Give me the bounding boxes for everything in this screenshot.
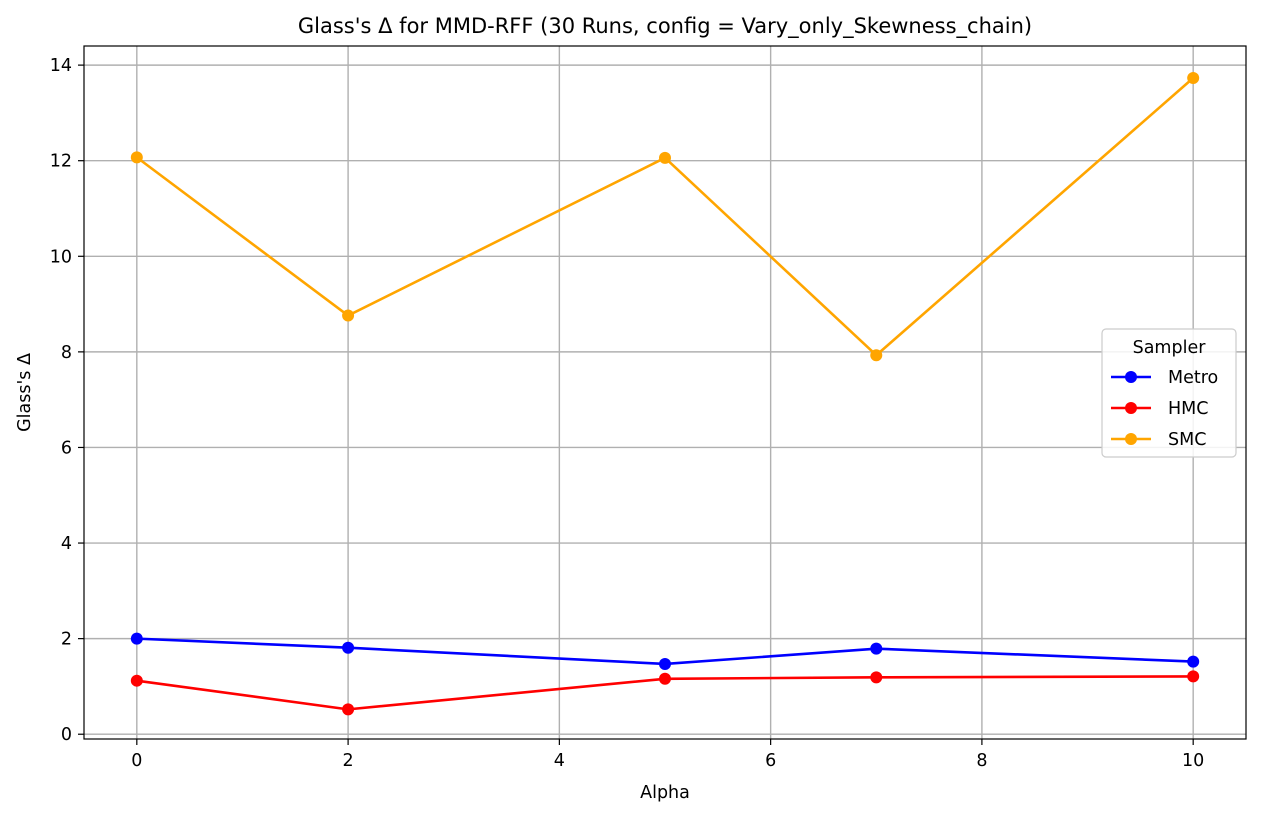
legend-entry-hmc: HMC	[1111, 399, 1208, 419]
chart-title: Glass's Δ for MMD-RFF (30 Runs, config =…	[298, 14, 1032, 39]
legend-entry-smc: SMC	[1111, 430, 1206, 450]
series-metro	[130, 632, 1200, 670]
data-point-metro	[870, 642, 883, 655]
x-axis-label: Alpha	[640, 783, 690, 803]
data-point-smc	[130, 151, 143, 164]
x-tick-label: 10	[1182, 751, 1204, 771]
y-tick-label: 0	[61, 725, 72, 745]
data-point-hmc	[1187, 670, 1200, 683]
data-point-smc	[342, 309, 355, 322]
x-tick-label: 0	[131, 751, 142, 771]
legend-box	[1101, 328, 1237, 458]
legend-entry-metro: Metro	[1111, 368, 1218, 388]
data-point-metro	[1187, 655, 1200, 668]
data-point-metro	[130, 632, 143, 645]
x-tick-label: 6	[765, 751, 776, 771]
grid	[84, 46, 1246, 739]
legend-label-hmc: HMC	[1168, 399, 1208, 419]
legend-label-smc: SMC	[1168, 430, 1206, 450]
data-point-smc	[1187, 72, 1200, 85]
data-point-hmc	[342, 703, 355, 716]
series-line-smc	[136, 77, 1195, 357]
data-point-hmc	[870, 671, 883, 684]
legend-title: Sampler	[1133, 338, 1207, 358]
legend-entries: Metro HMC SMC	[1111, 368, 1218, 450]
y-tick-label: 4	[61, 534, 72, 554]
data-point-smc	[870, 349, 883, 362]
data-point-metro	[342, 641, 355, 654]
series-smc	[130, 72, 1200, 362]
y-tick-label: 10	[50, 247, 72, 267]
x-tick-label: 2	[343, 751, 354, 771]
legend-marker-smc	[1125, 433, 1137, 445]
y-tick-label: 8	[61, 343, 72, 363]
y-tick-label: 14	[50, 56, 72, 76]
data-point-smc	[659, 151, 671, 164]
data-point-hmc	[130, 674, 143, 687]
legend-marker-metro	[1125, 371, 1137, 383]
y-tick-label: 6	[61, 438, 72, 458]
y-tick-label: 2	[61, 630, 72, 650]
x-axis: 0 2 4 6 8 10	[131, 739, 1204, 771]
y-tick-label: 12	[50, 152, 72, 172]
series-hmc	[130, 670, 1200, 716]
y-axis: 0 2 4 6 8 10 12 14	[50, 56, 84, 745]
series-layer	[130, 72, 1200, 716]
data-point-hmc	[659, 672, 671, 685]
x-tick-label: 4	[554, 751, 565, 771]
plot-frame	[83, 45, 1247, 740]
x-tick-label: 8	[976, 751, 987, 771]
legend: Sampler Metro HMC SMC	[1101, 328, 1237, 458]
legend-label-metro: Metro	[1168, 368, 1218, 388]
data-point-metro	[659, 657, 671, 670]
y-axis-label: Glass's Δ	[15, 353, 35, 432]
legend-marker-hmc	[1125, 402, 1137, 414]
